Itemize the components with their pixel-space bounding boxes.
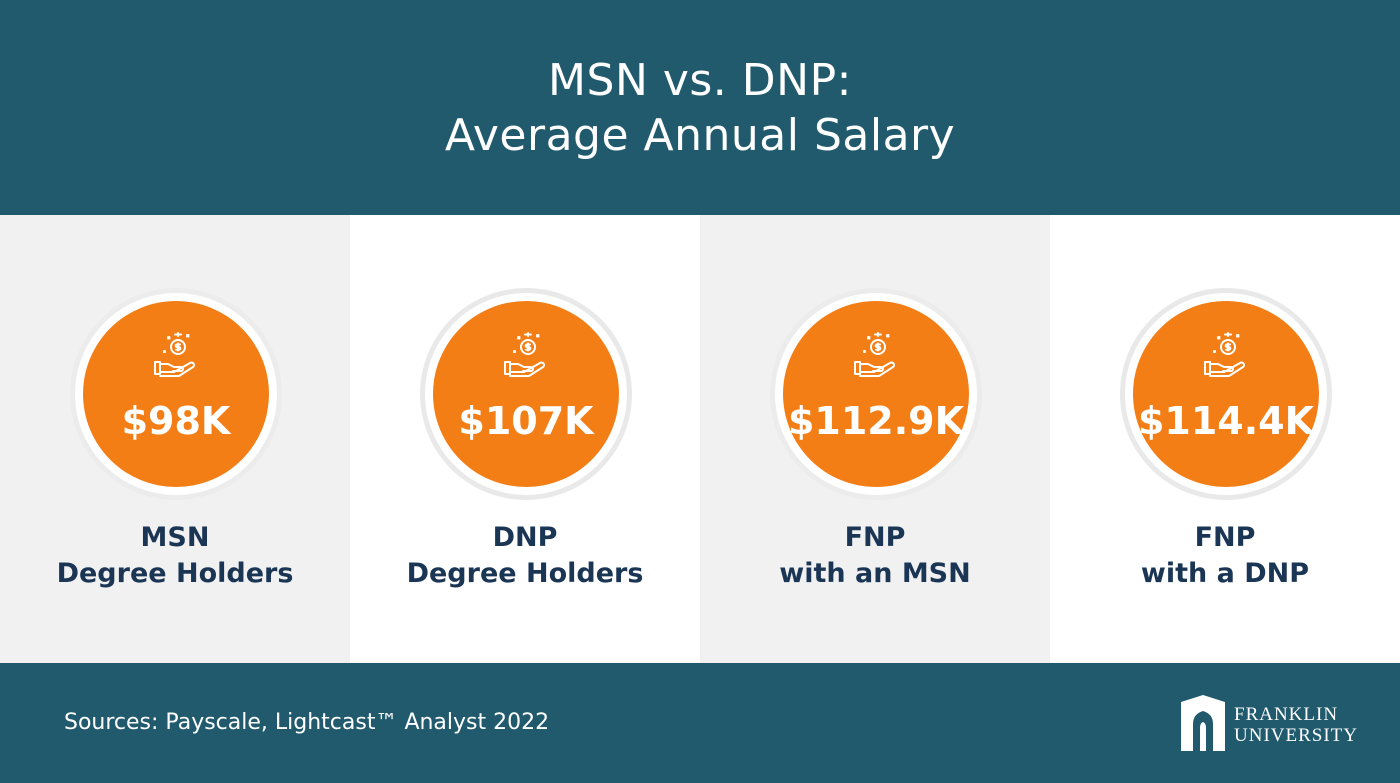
footer-banner: Sources: Payscale, Lightcast™ Analyst 20…: [0, 663, 1400, 783]
salary-label-line-1: DNP: [492, 522, 558, 553]
amount-ring: $112.9K: [775, 293, 977, 495]
salary-label-line-1: FNP: [1194, 522, 1256, 553]
salary-amount: $114.4K: [1137, 399, 1315, 443]
salary-label: FNP with a DNP: [1050, 520, 1400, 592]
salary-card-fnp-dnp: $114.4K FNP with a DNP: [1050, 215, 1400, 663]
logo-wordmark: FRANKLIN UNIVERSITY: [1234, 704, 1358, 746]
salary-label-line-2: with an MSN: [779, 558, 971, 589]
amount-circle: $98K: [83, 301, 269, 487]
salary-label-line-2: with a DNP: [1140, 558, 1310, 589]
salary-card-fnp-msn: $112.9K FNP with an MSN: [700, 215, 1050, 663]
salary-card-dnp: $107K DNP Degree Holders: [350, 215, 700, 663]
logo-wordmark-line-2: UNIVERSITY: [1234, 725, 1358, 746]
salary-label: FNP with an MSN: [700, 520, 1050, 592]
salary-amount: $98K: [121, 399, 231, 443]
page-title-line-2: Average Annual Salary: [444, 109, 956, 161]
salary-cards: $98K MSN Degree Holders: [0, 215, 1400, 663]
amount-circle: $112.9K: [783, 301, 969, 487]
logo-wordmark-line-1: FRANKLIN: [1234, 704, 1339, 725]
header-banner: MSN vs. DNP: Average Annual Salary: [0, 0, 1400, 215]
amount-circle: $114.4K: [1133, 301, 1319, 487]
salary-amount: $107K: [458, 399, 594, 443]
salary-card-msn: $98K MSN Degree Holders: [0, 215, 350, 663]
page-title-line-1: MSN vs. DNP:: [548, 54, 852, 106]
salary-label-line-2: Degree Holders: [56, 558, 294, 589]
salary-label-line-2: Degree Holders: [406, 558, 644, 589]
sources-note: Sources: Payscale, Lightcast™ Analyst 20…: [64, 710, 550, 735]
salary-label: MSN Degree Holders: [0, 520, 350, 592]
amount-circle: $107K: [433, 301, 619, 487]
hand-coin-icon: [854, 332, 895, 377]
amount-ring: $98K: [75, 293, 277, 495]
hand-coin-icon: [154, 332, 195, 377]
salary-label: DNP Degree Holders: [350, 520, 700, 592]
university-arch-icon: [1181, 695, 1225, 751]
amount-ring: $114.4K: [1125, 293, 1327, 495]
salary-label-line-1: FNP: [844, 522, 906, 553]
amount-ring: $107K: [425, 293, 627, 495]
salary-amount: $112.9K: [787, 399, 965, 443]
salary-label-line-1: MSN: [140, 522, 210, 553]
hand-coin-icon: [1204, 332, 1245, 377]
hand-coin-icon: [504, 332, 545, 377]
franklin-university-logo: FRANKLIN UNIVERSITY: [1178, 694, 1363, 756]
